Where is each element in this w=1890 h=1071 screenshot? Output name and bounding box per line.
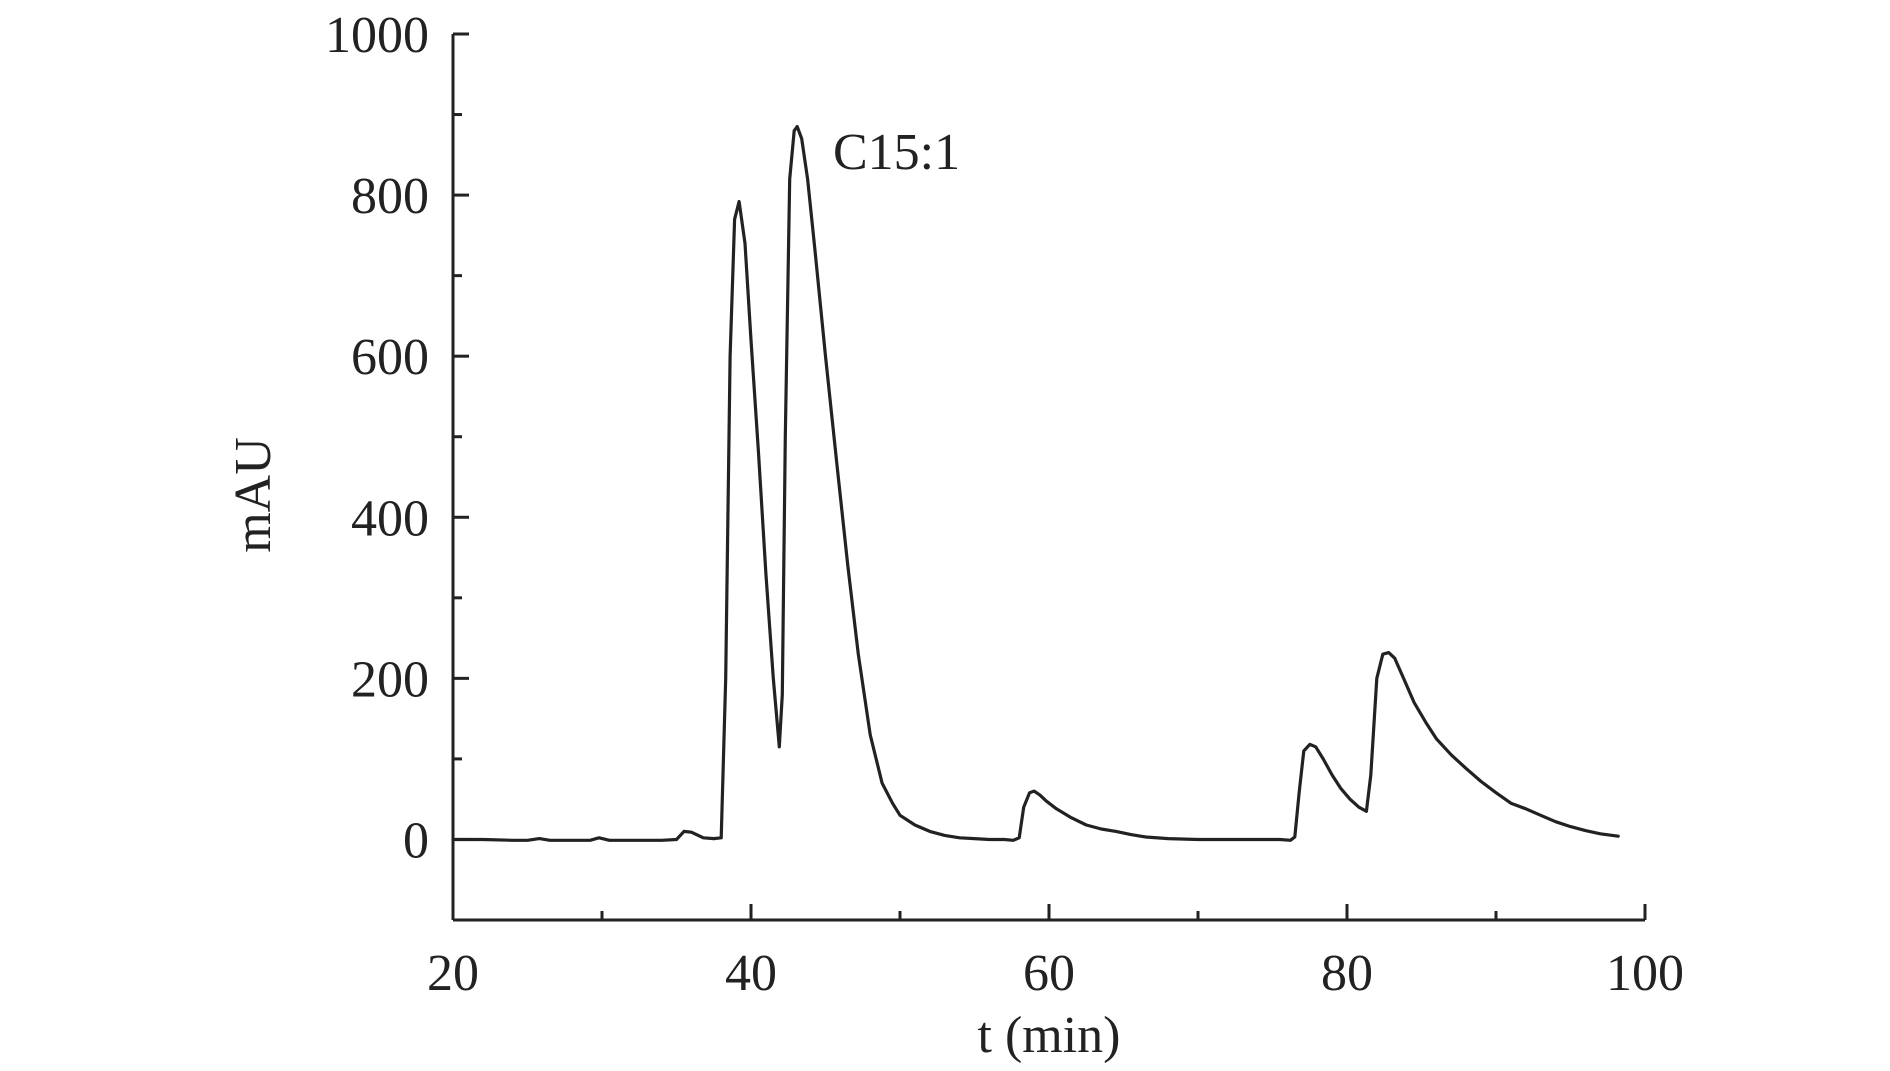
y-tick-label: 600 xyxy=(351,329,429,386)
x-tick-label: 40 xyxy=(725,945,777,1002)
y-tick-label: 0 xyxy=(403,812,429,869)
x-tick-label: 20 xyxy=(427,945,479,1002)
ticks xyxy=(451,32,1647,922)
peak-annotation: C15:1 xyxy=(833,124,960,181)
y-axis-title: mAU xyxy=(225,437,282,553)
x-tick-label: 60 xyxy=(1023,945,1075,1002)
y-tick-label: 200 xyxy=(351,651,429,708)
y-tick-label: 1000 xyxy=(325,7,429,64)
axes xyxy=(451,34,1645,922)
y-tick-label: 800 xyxy=(351,168,429,225)
x-axis-title: t (min) xyxy=(978,1007,1121,1064)
series-line xyxy=(451,125,1620,842)
x-tick-label: 80 xyxy=(1321,945,1373,1002)
y-tick-label: 400 xyxy=(351,490,429,547)
x-tick-label: 100 xyxy=(1606,945,1684,1002)
